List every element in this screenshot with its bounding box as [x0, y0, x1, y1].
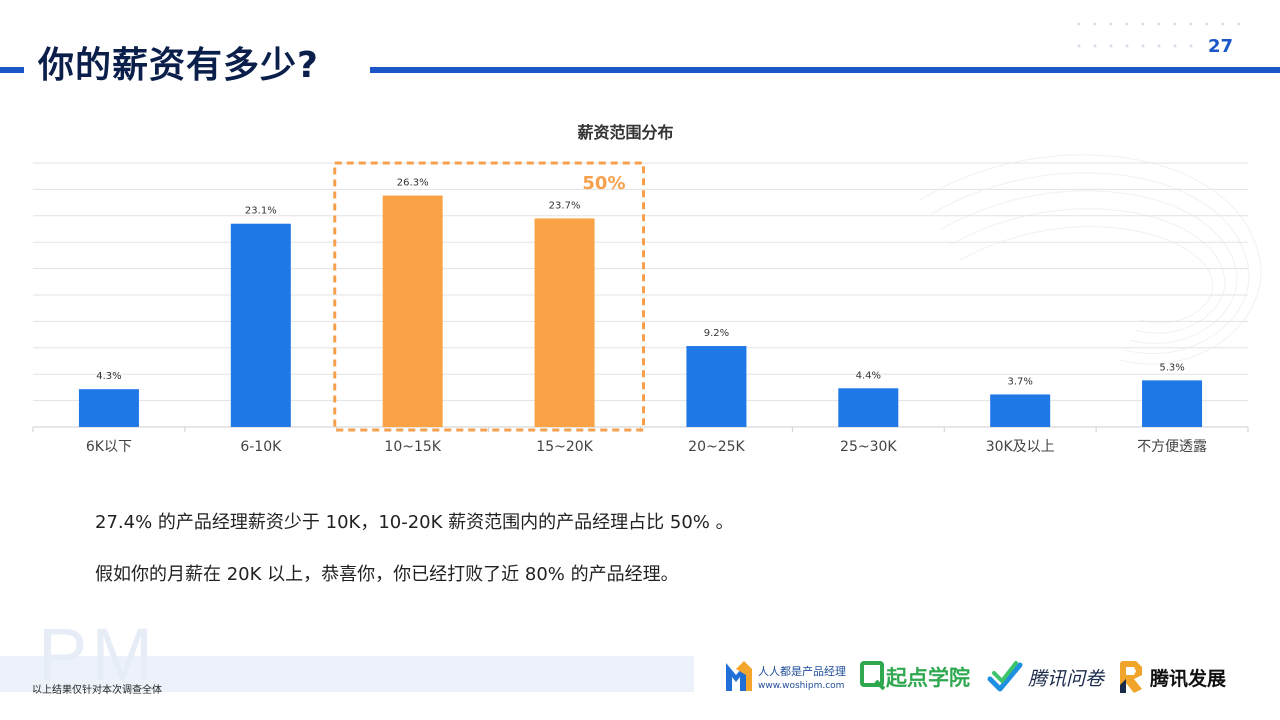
x-tick-label: 6K以下 — [86, 439, 132, 455]
woshipm-logo-icon — [726, 661, 752, 691]
page-number: 27 — [1208, 36, 1234, 57]
data-label: 5.3% — [1159, 362, 1184, 373]
bar-20~25K — [686, 346, 747, 427]
data-label: 23.1% — [245, 206, 277, 217]
data-label: 4.4% — [856, 370, 881, 381]
x-tick-label: 10~15K — [384, 439, 441, 455]
bar-25~30K — [838, 388, 899, 427]
qidian-logo-icon — [860, 661, 886, 691]
x-tick-label: 6-10K — [240, 439, 282, 455]
x-tick-label: 不方便透露 — [1137, 439, 1207, 455]
pm-watermark: PM — [38, 613, 157, 696]
bar-10~15K — [382, 195, 443, 427]
footer-band — [0, 656, 694, 692]
decorative-dots — [1075, 20, 1255, 52]
x-tick-label: 20~25K — [688, 439, 745, 455]
chart-title: 薪资范围分布 — [577, 123, 673, 142]
bar-6K以下 — [78, 389, 139, 427]
bar-不方便透露 — [1142, 380, 1203, 427]
highlight-box — [333, 161, 645, 432]
x-tick-label: 30K及以上 — [986, 439, 1055, 455]
woshipm-url: www.woshipm.com — [758, 681, 844, 691]
page-title: 你的薪资有多少? — [38, 45, 319, 86]
description-line-2: 假如你的月薪在 20K 以上，恭喜你，你已经打败了近 80% 的产品经理。 — [95, 564, 679, 585]
bar-6-10K — [230, 223, 291, 427]
fazhan-name: 腾讯发展 — [1149, 667, 1226, 690]
wenjuan-name: 腾讯问卷 — [1028, 668, 1106, 690]
x-tick-label: 25~30K — [840, 439, 897, 455]
data-label: 9.2% — [704, 328, 729, 339]
title-accent-bar-right — [370, 67, 1280, 73]
qidian-name: 起点学院 — [885, 666, 970, 690]
data-label: 3.7% — [1007, 376, 1032, 387]
partner-logos: 人人都是产品经理 www.woshipm.com 起点学院 腾讯问卷 腾讯发展 — [726, 661, 1226, 693]
x-tick-label: 15~20K — [536, 439, 593, 455]
bar-30K及以上 — [990, 394, 1051, 427]
woshipm-name: 人人都是产品经理 — [758, 664, 846, 678]
description-line-1: 27.4% 的产品经理薪资少于 10K，10-20K 薪资范围内的产品经理占比 … — [95, 512, 734, 533]
data-label: 26.3% — [397, 178, 429, 189]
wenjuan-check-icon — [987, 661, 1023, 692]
fazhan-logo-icon — [1120, 661, 1142, 693]
data-label: 23.7% — [549, 200, 581, 211]
footnote: 以上结果仅针对本次调查全体 — [32, 685, 162, 696]
bar-15~20K — [534, 218, 595, 427]
title-accent-bar-left — [0, 67, 24, 73]
highlight-label: 50% — [582, 173, 625, 194]
data-label: 4.3% — [96, 371, 121, 382]
